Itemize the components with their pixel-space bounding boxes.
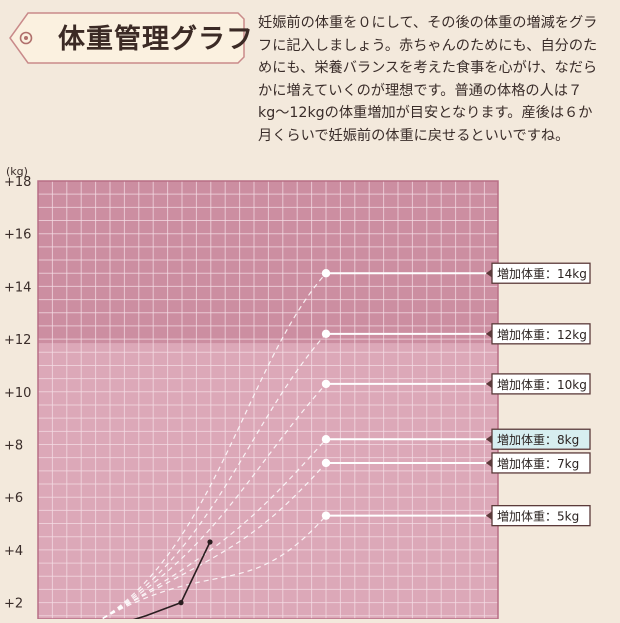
- label-pointer: [486, 434, 493, 445]
- label-pointer: [486, 457, 493, 468]
- curve-label-box: [491, 452, 591, 474]
- y-tick-label: +4: [4, 544, 23, 559]
- reference-curve: [94, 272, 327, 623]
- curve-label: 増加体重：7kg: [497, 457, 579, 471]
- label-pointer: [486, 268, 493, 279]
- label-pointer: [486, 510, 493, 521]
- reference-curve: [94, 383, 327, 623]
- y-axis-unit: (kg): [6, 165, 28, 178]
- chart-svg: (kg)+18 +16 +14 +12 +10 +8 +6 +4 +2 増加体重：14kg 増加体重…: [4, 165, 591, 623]
- page-title: 体重管理グラフ: [58, 24, 254, 55]
- curve-label: 増加体重：12kg: [497, 328, 587, 342]
- title-tag-shape: [9, 12, 245, 64]
- y-tick-label: +12: [4, 333, 31, 348]
- recorded-weight-point: [178, 600, 184, 606]
- y-tick-label: +8: [4, 439, 23, 454]
- curve-label-box: [491, 262, 591, 284]
- reference-curve: [94, 438, 327, 623]
- curve-label-box: [491, 323, 591, 345]
- y-tick-label: +6: [4, 491, 23, 506]
- recorded-weight-point: [207, 539, 213, 545]
- curve-label: 増加体重：5kg: [497, 510, 579, 524]
- curve-label-box: [491, 373, 591, 395]
- curve-label: 増加体重：8kg: [497, 433, 579, 447]
- label-pointer: [486, 328, 493, 339]
- y-tick-label: +10: [4, 386, 31, 401]
- intro-text: 妊娠前の体重を０にして、その後の体重の増減をグラフに記入しましょう。赤ちゃんのた…: [258, 15, 598, 144]
- y-tick-label: +14: [4, 280, 31, 295]
- label-pointer: [486, 378, 493, 389]
- curve-label-box: [491, 504, 591, 527]
- title-tag: 体重管理グラフ: [6, 9, 253, 65]
- y-tick-label: +16: [4, 228, 31, 243]
- curve-label: 増加体重：10kg: [497, 378, 587, 392]
- curve-label-box: [491, 428, 591, 450]
- y-tick-label: +18: [4, 175, 31, 190]
- reference-curve: [94, 515, 327, 623]
- reference-curve: [94, 462, 327, 623]
- reference-curve: [94, 333, 327, 623]
- curve-label: 増加体重：14kg: [497, 267, 587, 281]
- y-tick-label: +2: [4, 597, 23, 612]
- weight-chart: (kg) +18 +16 +14 +12 +10 +8 +6 +4 +2 増加体重：14kg 増加体重…: [0, 160, 620, 623]
